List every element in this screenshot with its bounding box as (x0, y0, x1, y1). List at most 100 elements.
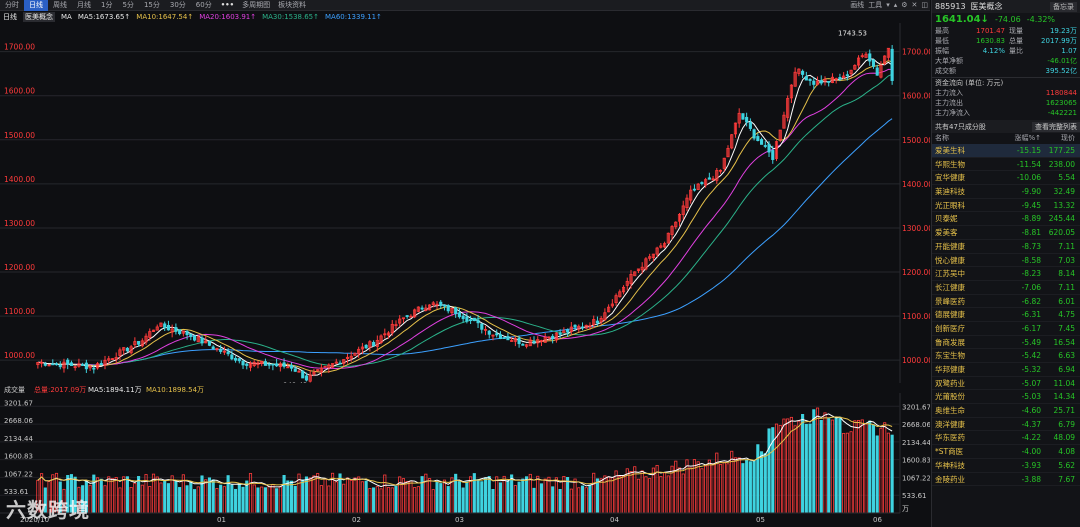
component-row[interactable]: 光莆股份 -5.03 14.34 (932, 390, 1080, 405)
candle-body (338, 362, 342, 365)
component-row[interactable]: 华神科技 -3.93 5.62 (932, 459, 1080, 473)
tab-30min[interactable]: 30分 (169, 0, 186, 9)
components-tab[interactable]: 共有47只成分股 (935, 122, 986, 131)
candle-body (689, 189, 693, 201)
candle-body (95, 363, 100, 369)
component-row[interactable]: 创新医疗 -6.17 7.45 (932, 322, 1080, 336)
kline-chart[interactable]: 1700.00 1700.00 1600.00 1600.00 1500.00 1500.… (0, 23, 930, 523)
chevron-up-icon[interactable]: ▴ (893, 0, 898, 9)
component-row[interactable]: 开能健康 -8.73 7.11 (932, 240, 1080, 254)
component-row[interactable]: 长江健康 -7.06 7.11 (932, 281, 1080, 295)
close-icon[interactable]: ✕ (911, 0, 918, 9)
volume-bar (480, 481, 484, 514)
volume-bar (808, 423, 812, 514)
volume-bar (733, 457, 738, 514)
tab-intraday[interactable]: 分时 (5, 0, 19, 9)
component-row[interactable]: 悦心健康 -8.58 7.03 (932, 254, 1080, 268)
multi-period-menu[interactable]: 多周期图 (242, 0, 271, 9)
candle-body (599, 317, 603, 323)
volume-bar (845, 432, 849, 514)
volume-bar (875, 435, 879, 514)
volume-ma10: MA10:1898.54万 (146, 386, 204, 394)
component-row[interactable]: 东宝生物 -5.42 6.63 (932, 349, 1080, 363)
col-name[interactable]: 名称 (935, 134, 949, 142)
stock-name: 景峰医药 (935, 296, 965, 306)
component-row[interactable]: 澳洋健康 -4.37 6.79 (932, 418, 1080, 432)
component-row[interactable]: 金陵药业 -3.88 7.67 (932, 473, 1080, 487)
volume-bar (207, 477, 212, 514)
tab-15min[interactable]: 15分 (143, 0, 160, 9)
component-row[interactable]: 华熙生物 -11.54 238.00 (932, 158, 1080, 172)
tab-5min[interactable]: 5分 (122, 0, 134, 9)
chevron-down-icon[interactable]: ▾ (886, 0, 890, 9)
stock-price: 177.25 (1048, 146, 1075, 155)
stock-name: 金陵药业 (935, 474, 965, 484)
stat-value: 1701.47 (976, 27, 1005, 35)
volume-tick-right: 3201.67 (902, 403, 930, 411)
volume-bar (196, 486, 200, 514)
candle-body (431, 302, 435, 306)
tab-daily[interactable]: 日线 (24, 0, 48, 11)
component-row[interactable]: 贝泰妮 -8.89 245.44 (932, 212, 1080, 227)
candle-body (465, 316, 469, 322)
volume-bar (584, 487, 588, 514)
volume-bar (666, 475, 670, 514)
candle-body (450, 307, 454, 314)
component-row[interactable]: 光正眼科 -9.45 13.32 (932, 199, 1080, 213)
candle-body (360, 346, 364, 350)
component-row[interactable]: 莱迪科技 -9.90 32.49 (932, 185, 1080, 199)
candle-body (879, 65, 883, 78)
candle-body (819, 80, 823, 84)
col-pct[interactable]: 涨幅%↑ (1014, 134, 1041, 142)
component-row[interactable]: *ST商医 -4.00 4.08 (932, 445, 1080, 459)
volume-bar (215, 488, 219, 514)
component-row[interactable]: 鲁商发展 -5.49 16.54 (932, 336, 1080, 350)
candle-body (151, 329, 156, 332)
component-row[interactable]: 宜华健康 -10.06 5.54 (932, 171, 1080, 186)
component-row[interactable]: 爱美生科 -15.15 177.25 (932, 144, 1080, 158)
maximize-icon[interactable]: ◫ (921, 0, 928, 9)
component-row[interactable]: 景峰医药 -6.82 6.01 (932, 295, 1080, 309)
component-row[interactable]: 德展健康 -6.31 4.75 (932, 308, 1080, 322)
component-row[interactable]: 江苏吴中 -8.23 8.14 (932, 267, 1080, 281)
x-tick-label: 03 (455, 516, 464, 523)
flows-block: 大单净额 -46.01亿 成交额 395.52亿 (932, 56, 1080, 76)
tab-monthly[interactable]: 月线 (77, 0, 91, 9)
stock-pct: -7.06 (1021, 282, 1041, 292)
tab-60min[interactable]: 60分 (195, 0, 212, 9)
price-tick-left: 1600.00 (4, 87, 35, 96)
memo-button[interactable]: 备忘录 (1050, 1, 1077, 12)
component-row[interactable]: 奥维生命 -4.60 25.71 (932, 404, 1080, 418)
volume-bar (741, 463, 745, 514)
full-list-button[interactable]: 查看完整列表 (1032, 121, 1080, 132)
component-row[interactable]: 爱美客 -8.81 620.05 (932, 226, 1080, 240)
volume-bar (767, 428, 771, 514)
stock-price: 4.08 (1058, 447, 1075, 457)
component-row[interactable]: 华东医药 -4.22 48.09 (932, 431, 1080, 446)
volume-bar (491, 489, 495, 514)
tools-menu[interactable]: 工具 (868, 0, 883, 9)
sector-info-menu[interactable]: 板块资料 (278, 0, 307, 9)
component-row[interactable]: 双鹭药业 -5.07 11.04 (932, 377, 1080, 391)
volume-bar (756, 444, 760, 514)
volume-bar (442, 479, 447, 514)
tab-1min[interactable]: 1分 (101, 0, 113, 9)
stock-name: 创新医疗 (935, 323, 965, 333)
volume-bar (722, 461, 726, 514)
draw-line-button[interactable]: 画线 (850, 0, 865, 9)
legend-ma: MA (61, 13, 72, 21)
component-row[interactable]: 华邦健康 -5.32 6.94 (932, 363, 1080, 377)
candle-body (327, 364, 331, 369)
candle-body (271, 363, 275, 366)
more-menu[interactable]: ••• (220, 0, 235, 9)
candle-body (551, 335, 555, 339)
candle-body (547, 336, 551, 339)
stat-value-2: 1.07 (1061, 47, 1077, 55)
gear-icon[interactable]: ⚙ (901, 0, 908, 9)
tab-weekly[interactable]: 周线 (53, 0, 67, 9)
candle-body (439, 301, 443, 307)
candle-body (394, 324, 398, 327)
candle-body (640, 266, 644, 271)
col-price[interactable]: 现价 (1061, 134, 1075, 142)
volume-bar (129, 486, 133, 514)
